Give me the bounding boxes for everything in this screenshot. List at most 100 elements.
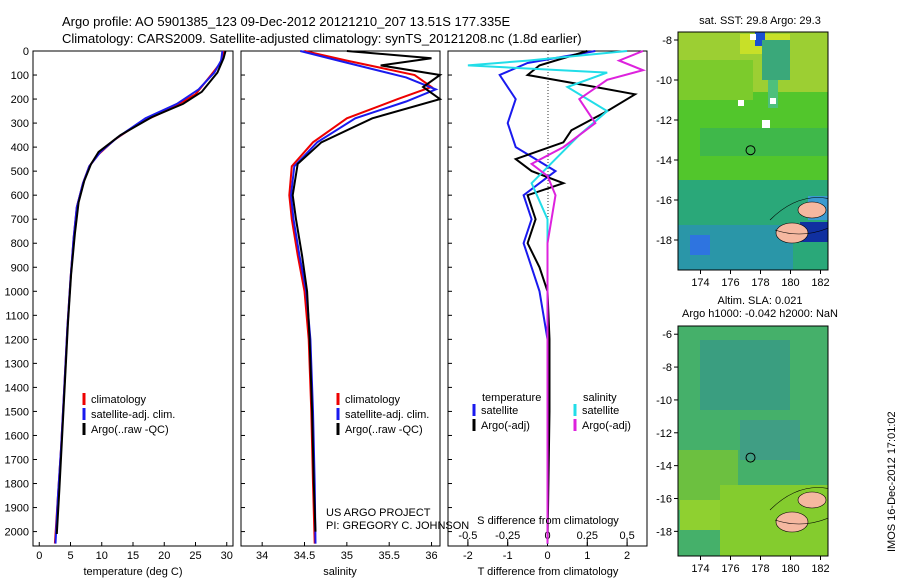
map-x-tick-label: 176 [721, 277, 739, 289]
map-x-tick-label: 182 [811, 563, 829, 575]
depth-tick-label: 500 [11, 166, 29, 178]
map-y-tick-label: -10 [656, 395, 672, 407]
depth-axis: 0 100 200 300 400 500 600 700 800 900 1000 1100 1200… [5, 46, 452, 539]
series-argo-raw-qc- [291, 50, 443, 532]
salinity-series [288, 50, 443, 544]
salinity-xlabel: salinity [323, 566, 357, 578]
s-tick-label: -0.25 [495, 530, 520, 542]
x-tick-label: 34.5 [294, 550, 315, 562]
depth-tick-label: 1600 [5, 430, 29, 442]
depth-tick-label: 300 [11, 118, 29, 130]
s-tick-label: 0.25 [577, 530, 598, 542]
credit-pi: PI: GREGORY C. JOHNSON [326, 520, 469, 532]
legend-label-t-satellite: satellite [481, 405, 518, 417]
temperature-legend: climatology satellite-adj. clim. Argo(..… [82, 393, 175, 436]
difference-series [467, 50, 647, 544]
t-difference-xlabel: T difference from climatology [478, 566, 619, 578]
sst-map-x-axis: 174 176 178 180 182 [691, 270, 830, 289]
map-x-tick-label: 178 [751, 277, 769, 289]
depth-tick-label: 1500 [5, 406, 29, 418]
sla-map-frame [677, 325, 829, 557]
timestamp-stamp: IMOS 16-Dec-2012 17:01:02 [886, 411, 898, 552]
map-x-tick-label: 174 [691, 563, 709, 575]
legend-label-satellite: satellite-adj. clim. [91, 409, 175, 421]
depth-tick-label: 1000 [5, 286, 29, 298]
depth-tick-label: 600 [11, 190, 29, 202]
series-argo-adj- [529, 50, 647, 544]
map-y-tick-label: -14 [656, 461, 672, 473]
depth-tick-label: 0 [23, 46, 29, 58]
legend-label-t-argo: Argo(-adj) [481, 420, 530, 432]
map-x-tick-label: 182 [811, 277, 829, 289]
map-x-tick-label: 180 [781, 277, 799, 289]
depth-tick-label: 800 [11, 238, 29, 250]
temperature-xlabel: temperature (deg C) [83, 566, 182, 578]
depth-tick-label: 1900 [5, 503, 29, 515]
sla-map-title-1: Altim. SLA: 0.021 [718, 295, 803, 307]
legend-header-salinity: salinity [583, 392, 617, 404]
x-tick-label: 25 [189, 550, 201, 562]
map-y-tick-label: -8 [662, 35, 672, 47]
x-tick-label: 0 [544, 550, 550, 562]
s-difference-xlabel: S difference from climatology [477, 515, 619, 527]
x-tick-label: 0 [36, 550, 42, 562]
legend-label-s-argo: Argo(-adj) [582, 420, 631, 432]
series-argo-raw-qc- [55, 50, 227, 535]
legend-label-s-satellite: satellite [582, 405, 619, 417]
sst-map-frame [677, 31, 829, 271]
legend-label-satellite: satellite-adj. clim. [345, 409, 429, 421]
map-y-tick-label: -16 [656, 195, 672, 207]
map-x-tick-label: 176 [721, 563, 739, 575]
depth-tick-label: 1400 [5, 382, 29, 394]
x-tick-label: -1 [503, 550, 513, 562]
x-tick-label: 20 [158, 550, 170, 562]
argo-location-marker [745, 145, 756, 156]
x-tick-label: 35.5 [378, 550, 399, 562]
x-tick-label: 34 [256, 550, 268, 562]
sla-heatmap [678, 326, 828, 556]
legend-label-argo: Argo(..raw -QC) [91, 424, 169, 436]
profile-title: Argo profile: AO 5901385_123 09-Dec-2012… [62, 14, 510, 29]
depth-tick-label: 2000 [5, 527, 29, 539]
x-tick-label: 36 [425, 550, 437, 562]
map-y-tick-label: -8 [662, 362, 672, 374]
s-tick-label: -0.5 [458, 530, 477, 542]
map-x-tick-label: 180 [781, 563, 799, 575]
difference-legend: temperature salinity satellite Argo(-adj… [472, 392, 631, 432]
map-y-tick-label: -12 [656, 428, 672, 440]
salinity-x-axis: 34 34.5 35 35.5 36 [256, 542, 438, 562]
depth-tick-label: 1200 [5, 334, 29, 346]
x-tick-label: 35 [341, 550, 353, 562]
temperature-x-axis: 0 5 10 15 20 25 30 [36, 542, 233, 562]
map-y-tick-label: -12 [656, 115, 672, 127]
sla-map-title-2: Argo h1000: -0.042 h2000: NaN [682, 308, 838, 320]
climatology-title: Climatology: CARS2009. Satellite-adjuste… [62, 31, 582, 46]
map-y-tick-label: -10 [656, 75, 672, 87]
sla-map-x-axis: 174 176 178 180 182 [691, 556, 830, 575]
x-tick-label: -2 [463, 550, 473, 562]
depth-tick-label: 400 [11, 142, 29, 154]
x-tick-label: 1 [584, 550, 590, 562]
map-y-tick-label: -14 [656, 155, 672, 167]
depth-tick-label: 900 [11, 262, 29, 274]
sst-heatmap [678, 32, 828, 270]
sst-map-y-axis: -8 -10 -12 -14 -16 -18 [656, 35, 678, 247]
depth-tick-label: 1800 [5, 479, 29, 491]
series-satellite [498, 50, 596, 544]
legend-label-climatology: climatology [345, 394, 401, 406]
sla-map-y-axis: -6 -8 -10 -12 -14 -16 -18 [656, 329, 678, 538]
map-y-tick-label: -18 [656, 526, 672, 538]
s-tick-label: 0.5 [619, 530, 634, 542]
map-x-tick-label: 174 [691, 277, 709, 289]
sst-map-title: sat. SST: 29.8 Argo: 29.3 [699, 15, 821, 27]
depth-tick-label: 1100 [5, 310, 29, 322]
map-y-tick-label: -16 [656, 494, 672, 506]
x-tick-label: 5 [67, 550, 73, 562]
x-tick-label: 10 [96, 550, 108, 562]
x-tick-label: 2 [624, 550, 630, 562]
s-difference-x-axis: -0.5 -0.25 0 0.25 0.5 [458, 530, 635, 546]
map-y-tick-label: -6 [662, 329, 672, 341]
depth-tick-label: 700 [11, 214, 29, 226]
credit-project: US ARGO PROJECT [326, 507, 431, 519]
